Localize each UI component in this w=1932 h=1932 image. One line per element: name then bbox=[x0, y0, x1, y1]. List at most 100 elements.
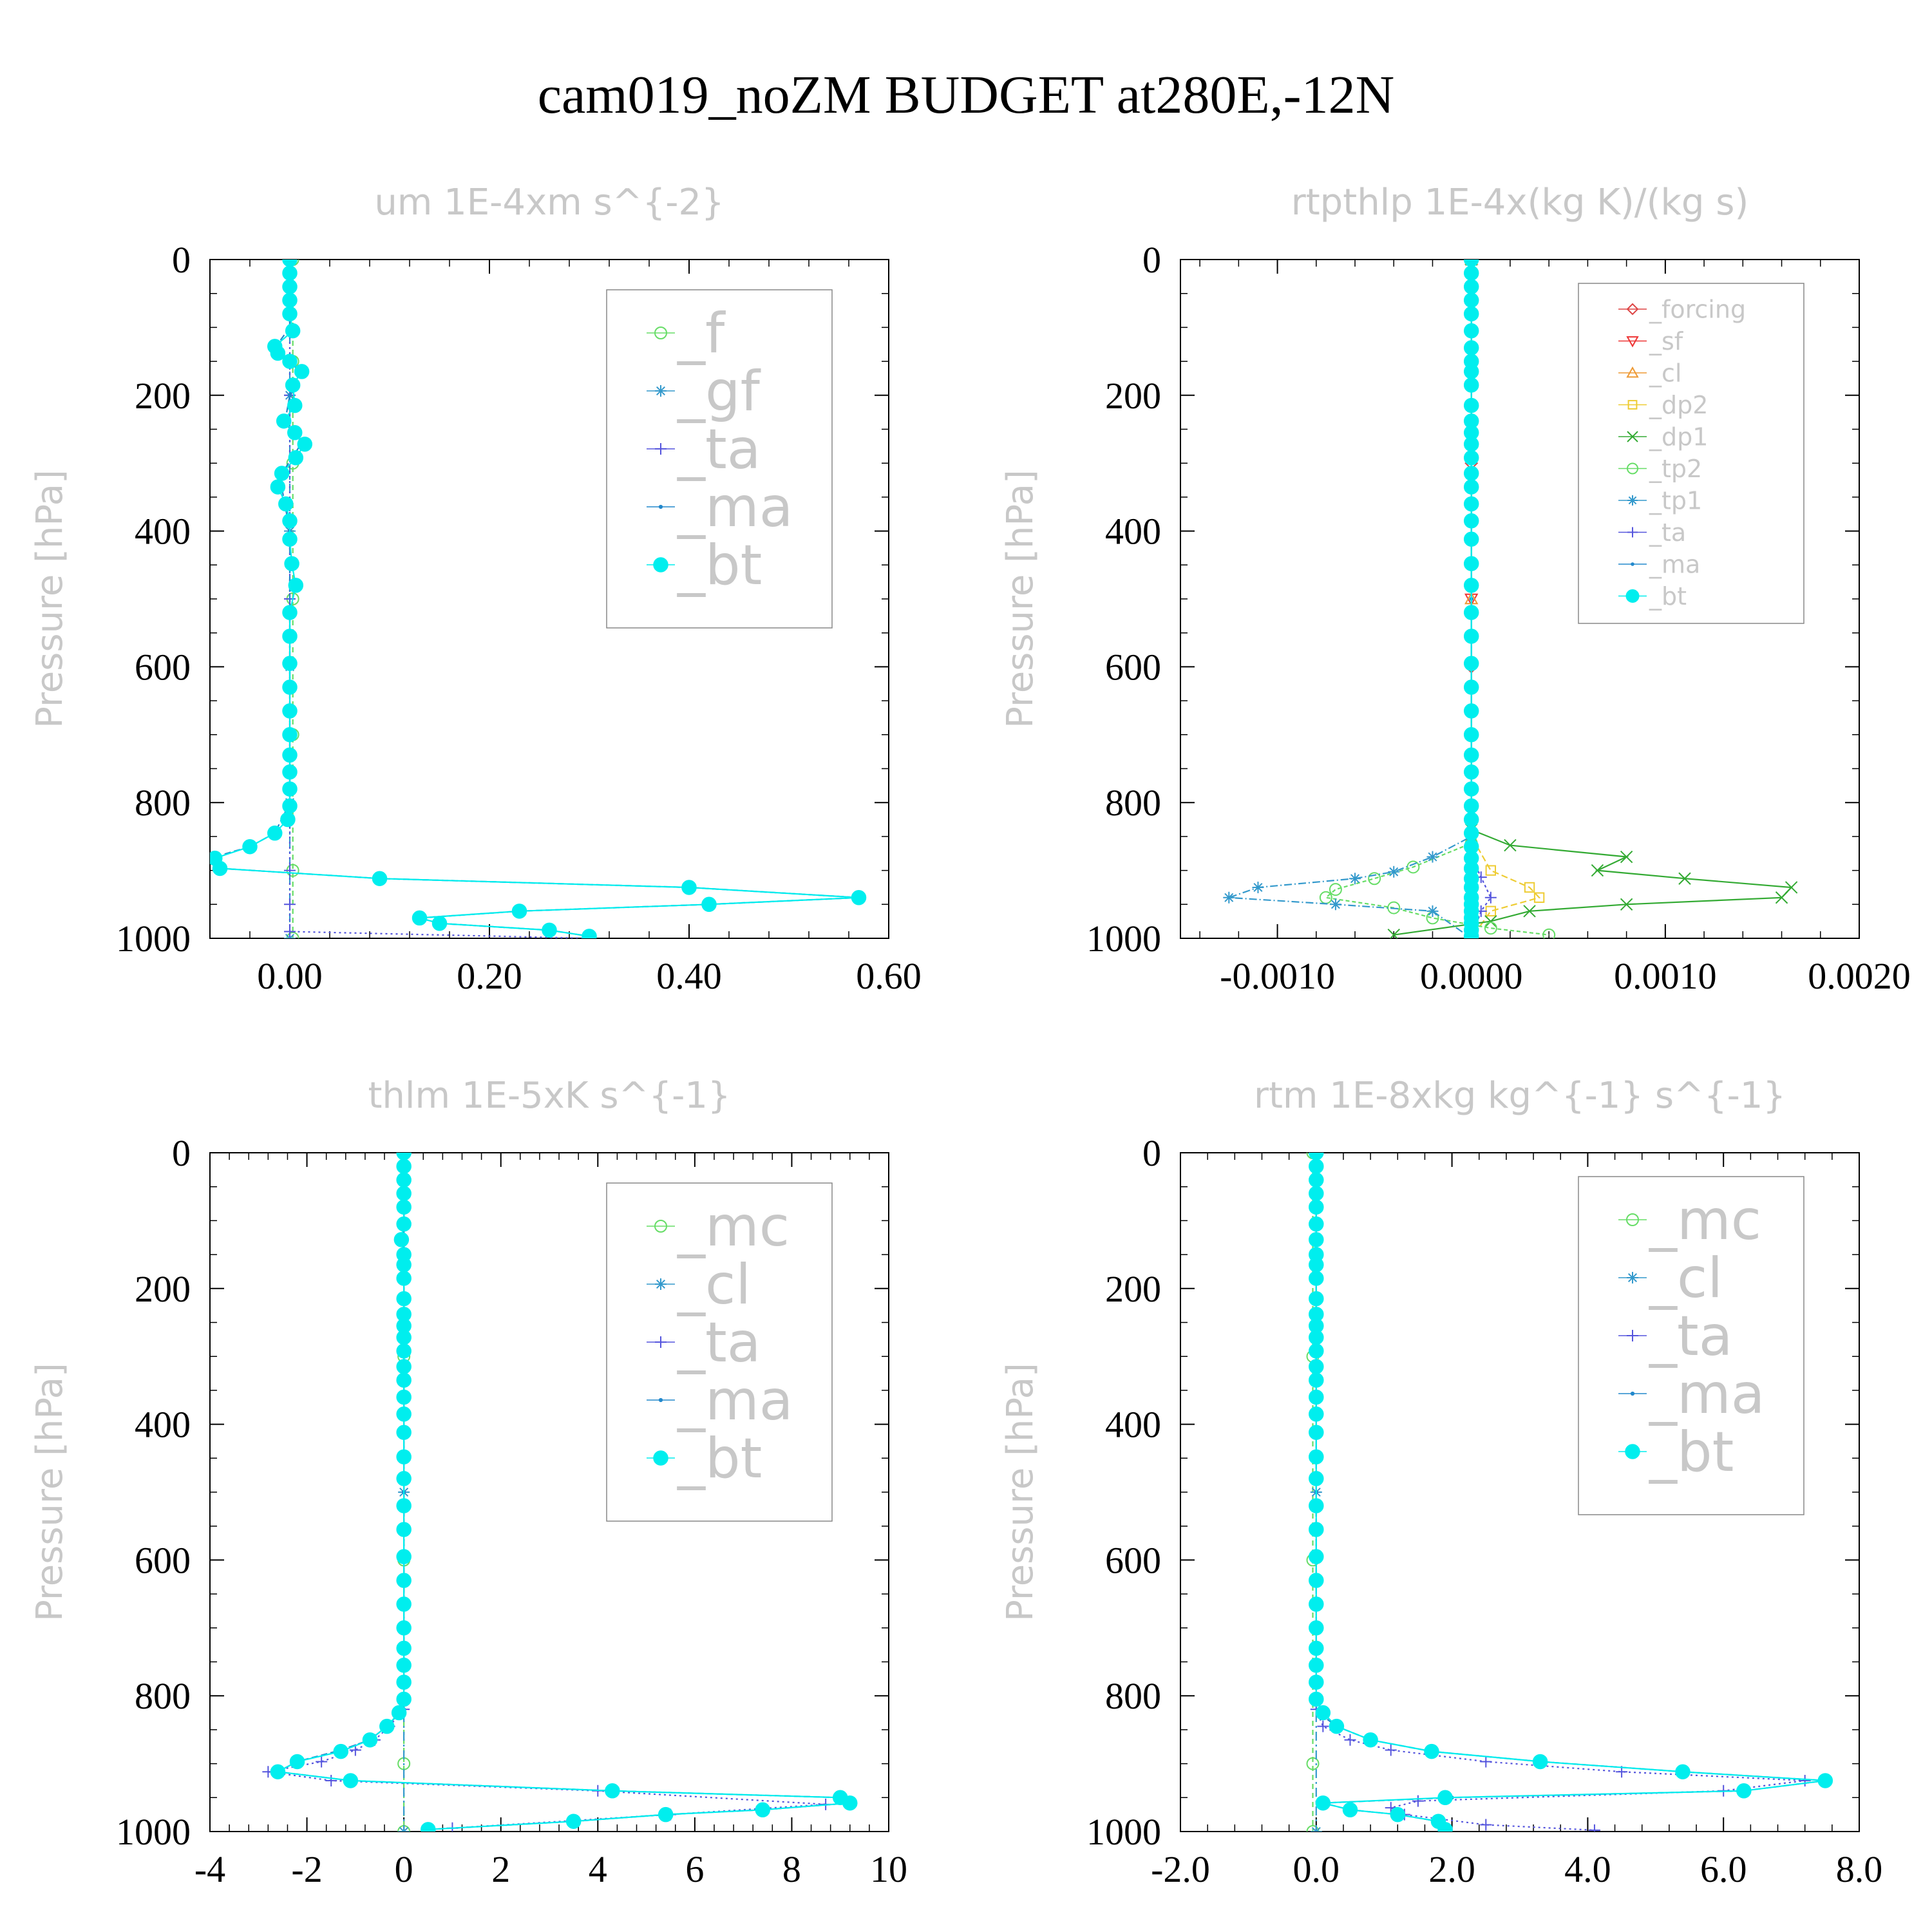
data-point bbox=[1309, 1216, 1324, 1232]
data-point bbox=[565, 1814, 582, 1829]
legend-item-ta: _ta bbox=[1618, 518, 1686, 547]
data-point bbox=[542, 922, 557, 938]
data-point bbox=[1588, 1824, 1600, 1832]
y-tick-label: 600 bbox=[1105, 646, 1161, 688]
y-tick-label: 600 bbox=[1105, 1539, 1161, 1581]
y-tick-label: 800 bbox=[135, 782, 191, 824]
legend-item-bt: _bt bbox=[1618, 582, 1687, 611]
y-axis-label: Pressure [hPa] bbox=[29, 469, 71, 728]
data-point bbox=[282, 656, 298, 671]
x-tick-label: 0 bbox=[395, 1848, 413, 1890]
y-tick-label: 600 bbox=[135, 646, 191, 688]
legend-item-dp1: _dp1 bbox=[1618, 422, 1708, 451]
legend-marker bbox=[1627, 1272, 1638, 1283]
legend-marker bbox=[1631, 562, 1634, 566]
legend-box bbox=[606, 1182, 833, 1522]
data-point bbox=[1309, 1674, 1324, 1690]
data-point bbox=[1484, 891, 1497, 904]
legend: _forcing _sf _cl _dp2 _dp1 _tp2 _tp1 _ta _ma _bt bbox=[1578, 283, 1804, 624]
chart-panel-2: rtpthlp 1E-4x(kg K)/(kg s) Pressure [hPa]… bbox=[999, 182, 1911, 997]
data-point bbox=[396, 1271, 412, 1286]
legend-item-ta: _ta bbox=[647, 417, 761, 482]
legend-label: _cl bbox=[677, 1253, 751, 1317]
legend-label: _bt bbox=[1649, 582, 1687, 611]
series-bt bbox=[270, 1153, 858, 1832]
legend-marker bbox=[1625, 589, 1640, 603]
legend-label: _bt bbox=[1649, 1420, 1734, 1484]
data-point bbox=[396, 1257, 412, 1273]
data-point bbox=[681, 880, 697, 895]
data-point bbox=[282, 265, 298, 281]
data-point bbox=[396, 1640, 412, 1656]
data-point bbox=[1309, 1257, 1324, 1273]
data-point bbox=[396, 1216, 412, 1232]
legend-label: _ta bbox=[677, 1311, 761, 1375]
data-point bbox=[1463, 531, 1479, 547]
data-point bbox=[379, 1718, 395, 1734]
data-point bbox=[701, 896, 717, 913]
data-point bbox=[396, 1620, 412, 1636]
x-tick-label: 8.0 bbox=[1836, 1848, 1883, 1890]
y-tick-label: 200 bbox=[135, 375, 191, 417]
data-point bbox=[1309, 1186, 1324, 1201]
data-point bbox=[842, 1795, 858, 1811]
data-point bbox=[1315, 1705, 1331, 1721]
x-tick-label: 0.60 bbox=[856, 955, 922, 997]
legend-item-tp2: _tp2 bbox=[1618, 455, 1702, 483]
data-point bbox=[1463, 279, 1479, 294]
data-point bbox=[1329, 898, 1341, 911]
legend-label: _ta bbox=[1649, 518, 1686, 547]
data-point bbox=[282, 798, 298, 814]
legend-label: _dp2 bbox=[1649, 391, 1708, 419]
data-point bbox=[1620, 850, 1633, 864]
data-point bbox=[1309, 1658, 1324, 1673]
series-bt bbox=[210, 260, 867, 938]
y-tick-label: 0 bbox=[172, 239, 191, 281]
data-point bbox=[1463, 556, 1479, 571]
data-point bbox=[289, 1754, 305, 1770]
data-point bbox=[1463, 496, 1479, 512]
data-point bbox=[325, 1774, 337, 1786]
data-point bbox=[396, 1359, 412, 1374]
data-point bbox=[1463, 764, 1479, 780]
legend-marker bbox=[658, 1397, 663, 1403]
data-point bbox=[755, 1802, 771, 1818]
series-line bbox=[1394, 260, 1793, 936]
legend-item-dp2: _dp2 bbox=[1618, 391, 1708, 419]
data-point bbox=[343, 1773, 359, 1788]
data-point bbox=[1309, 1620, 1324, 1636]
data-point bbox=[212, 860, 228, 876]
x-tick-label: 0.0000 bbox=[1420, 955, 1523, 997]
data-point bbox=[1463, 513, 1479, 529]
data-point bbox=[1463, 578, 1479, 593]
data-point bbox=[1329, 1718, 1345, 1734]
legend-label: _ma bbox=[1649, 550, 1700, 578]
panel-title: rtpthlp 1E-4x(kg K)/(kg s) bbox=[1291, 182, 1749, 223]
data-point bbox=[1620, 898, 1633, 911]
legend-marker bbox=[1626, 303, 1639, 316]
legend-item-f: _f bbox=[647, 301, 726, 366]
x-tick-label: 4.0 bbox=[1564, 1848, 1611, 1890]
legend-marker bbox=[1626, 366, 1639, 378]
y-tick-label: 1000 bbox=[116, 1811, 191, 1853]
data-point bbox=[1533, 892, 1545, 903]
legend-marker bbox=[1626, 1213, 1639, 1226]
legend-item-ma: _ma bbox=[647, 475, 793, 540]
data-point bbox=[396, 1691, 412, 1707]
data-point bbox=[396, 1291, 412, 1307]
legend-label: _ta bbox=[677, 417, 761, 482]
data-point bbox=[1387, 929, 1400, 938]
legend-item-cl: _cl bbox=[647, 1253, 751, 1317]
data-point bbox=[1463, 340, 1479, 355]
series-bt bbox=[1463, 260, 1479, 938]
figure-title: cam019_noZM BUDGET at280E,-12N bbox=[538, 65, 1395, 125]
y-tick-label: 0 bbox=[1142, 239, 1161, 281]
data-point bbox=[1463, 679, 1479, 695]
data-point bbox=[1426, 905, 1439, 917]
legend-label: _tp2 bbox=[1649, 455, 1702, 483]
x-tick-label: 0.0 bbox=[1293, 1848, 1340, 1890]
data-point bbox=[1387, 901, 1401, 914]
data-point bbox=[274, 466, 290, 481]
data-point bbox=[284, 925, 296, 938]
x-tick-label: -2.0 bbox=[1151, 1848, 1210, 1890]
